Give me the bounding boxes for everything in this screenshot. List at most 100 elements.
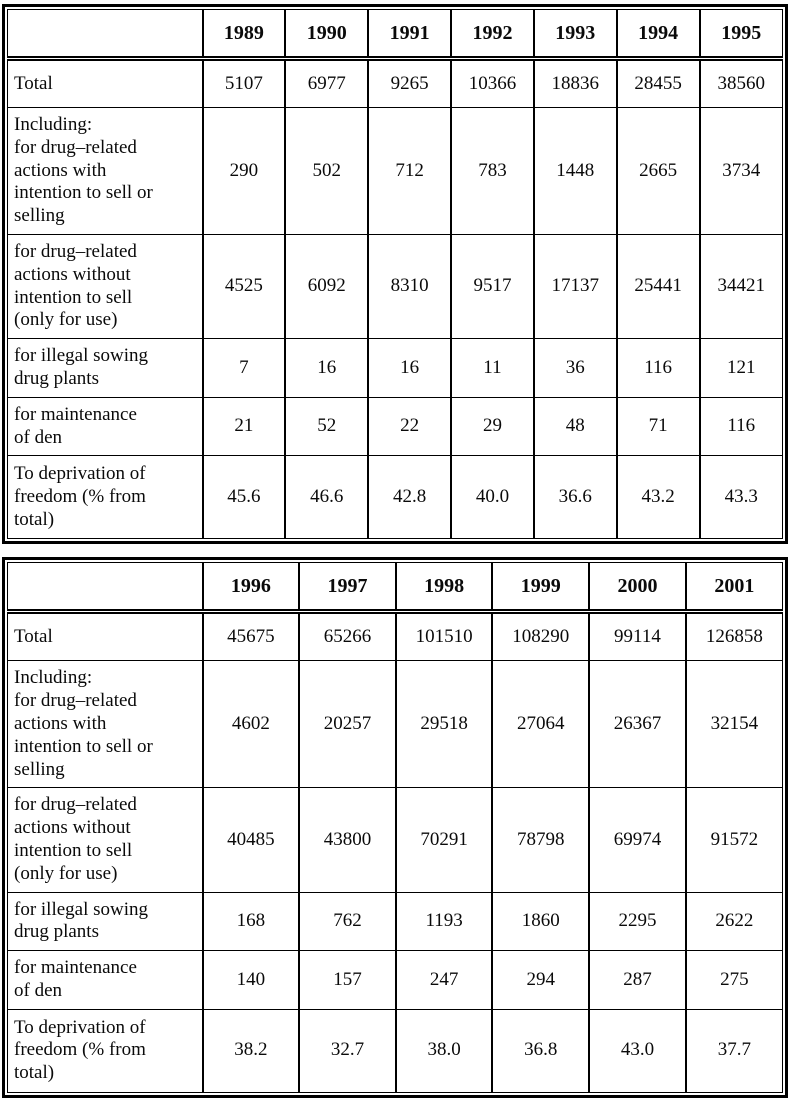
table-row: for illegal sowing drug plants 168 762 1193… [7,891,783,951]
value-cell: 25441 [615,233,700,339]
year-header: 1995 [698,9,783,59]
value-cell: 11 [450,338,534,398]
header-row: 1989 1990 1991 1992 1993 1994 1995 [8,9,783,59]
value-cell: 40485 [201,787,300,893]
value-cell: 52 [284,396,369,456]
value-cell: 29518 [394,660,493,788]
data-table-1989-1995: 1989 1990 1991 1992 1993 1994 1995 Total 5107 69… [7,9,783,540]
row-label: for maintenance of den [7,396,203,456]
table-row: for drug–related actions without intenti… [7,787,783,893]
value-cell: 1448 [532,107,617,235]
row-label: To deprivation of freedom (% from total) [7,1008,203,1093]
table-row: To deprivation of freedom (% from total)… [7,455,783,539]
value-cell: 294 [491,950,590,1010]
value-cell: 16 [367,338,452,398]
value-cell: 4525 [201,233,286,339]
value-cell: 121 [698,338,783,398]
value-cell: 168 [201,891,300,951]
data-table-1996-2001: 1996 1997 1998 1999 2000 2001 Total 45675 65266… [7,562,783,1093]
table-body: Total 45675 65266 101510 108290 99114 126858 In… [7,609,783,1093]
value-cell: 140 [201,950,300,1010]
value-cell: 91572 [684,787,783,893]
value-cell: 34421 [698,233,783,339]
value-cell: 10366 [450,56,534,108]
value-cell: 43.3 [698,455,783,539]
value-cell: 7 [201,338,286,398]
value-cell: 38.0 [394,1008,493,1093]
value-cell: 48 [532,396,617,456]
value-cell: 45.6 [201,455,286,539]
value-cell: 2622 [684,891,783,951]
table-row: Including: for drug–related actions with… [7,107,783,235]
row-label: for illegal sowing drug plants [7,338,203,398]
value-cell: 43.0 [588,1008,686,1093]
value-cell: 32.7 [298,1008,396,1093]
value-cell: 6977 [284,56,369,108]
value-cell: 36.8 [491,1008,590,1093]
value-cell: 157 [298,950,396,1010]
corner-cell [8,563,203,612]
table-header: 1989 1990 1991 1992 1993 1994 1995 [8,9,783,59]
value-cell: 26367 [588,660,686,788]
value-cell: 1193 [394,891,493,951]
value-cell: 43.2 [615,455,700,539]
row-label: for drug–related actions without intenti… [7,233,203,339]
year-header: 1992 [450,9,534,59]
value-cell: 502 [284,107,369,235]
value-cell: 69974 [588,787,686,893]
value-cell: 247 [394,950,493,1010]
year-header: 2000 [588,562,686,612]
value-cell: 290 [201,107,286,235]
year-header: 1991 [367,9,452,59]
value-cell: 36.6 [532,455,617,539]
value-cell: 287 [588,950,686,1010]
row-label: Total [7,56,203,108]
row-label: Total [7,609,203,661]
value-cell: 71 [615,396,700,456]
value-cell: 1860 [491,891,590,951]
value-cell: 37.7 [684,1008,783,1093]
value-cell: 46.6 [284,455,369,539]
year-header: 1997 [298,562,396,612]
value-cell: 5107 [201,56,286,108]
value-cell: 38560 [698,56,783,108]
table-row: Including: for drug–related actions with… [7,660,783,788]
value-cell: 9265 [367,56,452,108]
value-cell: 78798 [491,787,590,893]
row-label: Including: for drug–related actions with… [7,107,203,235]
value-cell: 6092 [284,233,369,339]
table-row: To deprivation of freedom (% from total)… [7,1008,783,1093]
value-cell: 42.8 [367,455,452,539]
value-cell: 108290 [491,609,590,661]
value-cell: 3734 [698,107,783,235]
value-cell: 17137 [532,233,617,339]
corner-cell [8,10,203,59]
value-cell: 28455 [615,56,700,108]
value-cell: 29 [450,396,534,456]
value-cell: 9517 [450,233,534,339]
value-cell: 4602 [201,660,300,788]
value-cell: 762 [298,891,396,951]
value-cell: 2665 [615,107,700,235]
value-cell: 116 [698,396,783,456]
convictions-table-1996-2001: 1996 1997 1998 1999 2000 2001 Total 45675 65266… [2,557,788,1098]
year-header: 1998 [394,562,493,612]
value-cell: 101510 [394,609,493,661]
row-label: for illegal sowing drug plants [7,891,203,951]
row-label: for drug–related actions without intenti… [7,787,203,893]
value-cell: 18836 [532,56,617,108]
convictions-table-1989-1995: 1989 1990 1991 1992 1993 1994 1995 Total 5107 69… [2,4,788,545]
value-cell: 70291 [394,787,493,893]
year-header: 1990 [284,9,369,59]
year-header: 1999 [491,562,590,612]
row-label: Including: for drug–related actions with… [7,660,203,788]
value-cell: 8310 [367,233,452,339]
year-header: 1994 [615,9,700,59]
row-label: To deprivation of freedom (% from total) [7,455,203,539]
value-cell: 36 [532,338,617,398]
row-label: for maintenance of den [7,950,203,1010]
value-cell: 40.0 [450,455,534,539]
value-cell: 16 [284,338,369,398]
year-header: 1993 [532,9,617,59]
